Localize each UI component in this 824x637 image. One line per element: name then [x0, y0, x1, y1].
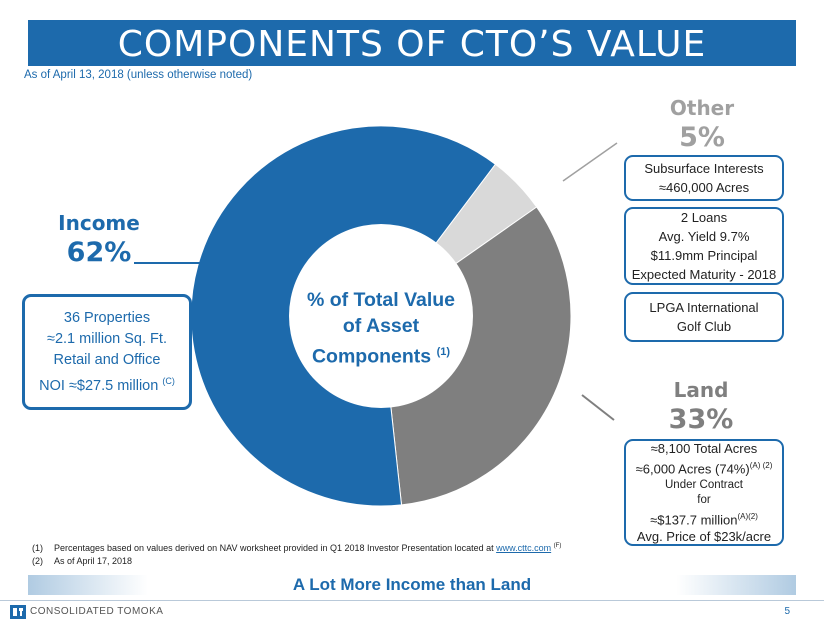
footnote-number: (2) — [32, 556, 43, 566]
land-leader-line — [581, 394, 615, 421]
income-detail: Retail and Office — [53, 351, 161, 368]
footer-divider — [0, 600, 824, 601]
loans-box: 2 Loans Avg. Yield 9.7% $11.9mm Principa… — [624, 207, 784, 285]
income-detail: ≈2.1 million Sq. Ft. — [47, 330, 167, 347]
land-line: Avg. Price of $23k/acre — [636, 528, 772, 544]
other-box-line: Subsurface Interests — [644, 161, 764, 176]
income-heading: Income 62% — [56, 211, 142, 268]
land-line-note: (A)(2) — [737, 511, 758, 521]
as-of-date: As of April 13, 2018 (unless otherwise n… — [24, 69, 253, 81]
page-number: 5 — [784, 606, 790, 617]
income-percent: 62% — [66, 237, 132, 268]
other-box-line: Expected Maturity - 2018 — [631, 267, 777, 282]
income-detail: 36 Properties — [63, 309, 151, 326]
footnote-note: (F) — [553, 543, 562, 549]
other-leader-line — [562, 142, 618, 182]
land-line: ≈8,100 Total Acres — [650, 441, 758, 457]
other-heading: Other 5% — [660, 96, 744, 153]
other-box-line: LPGA International — [649, 300, 759, 315]
other-box-line: 2 Loans — [680, 210, 728, 225]
other-box-line: Golf Club — [676, 319, 732, 334]
other-name: Other — [669, 96, 735, 120]
golf-club-box: LPGA International Golf Club — [624, 292, 784, 342]
land-heading: Land 33% — [658, 378, 744, 435]
tagline: A Lot More Income than Land — [292, 575, 532, 594]
income-detail-note: (C) — [162, 375, 175, 386]
income-detail: NOI ≈$27.5 million — [39, 377, 159, 394]
donut-slice-land — [380, 206, 572, 506]
tagline-band-right — [676, 575, 796, 595]
land-line: ≈6,000 Acres (74%) — [635, 461, 750, 477]
donut-hole — [289, 224, 473, 408]
footnote-number: (1) — [32, 543, 43, 553]
website-link[interactable]: www.cttc.com — [496, 543, 552, 553]
center-label-line-2: of Asset — [342, 315, 420, 337]
subsurface-interests-box: Subsurface Interests ≈460,000 Acres — [624, 155, 784, 201]
center-label-note: (1) — [436, 346, 451, 358]
land-line: ≈$137.7 million — [650, 511, 738, 527]
center-label-line-3: Components — [311, 345, 432, 368]
company-name: CONSOLIDATED TOMOKA — [30, 606, 164, 617]
land-details-box: ≈8,100 Total Acres ≈6,000 Acres (74%)(A)… — [624, 439, 784, 546]
land-line: for — [697, 493, 711, 506]
land-percent: 33% — [668, 404, 734, 435]
income-details-box: 36 Properties ≈2.1 million Sq. Ft. Retai… — [22, 294, 192, 410]
land-line: Under Contract — [665, 478, 743, 491]
title-bar: COMPONENTS OF CTO’S VALUE — [28, 20, 796, 66]
footnote-2: (2) As of April 17, 2018 — [32, 555, 561, 568]
page-title: COMPONENTS OF CTO’S VALUE — [117, 24, 707, 65]
footnote-1: (1) Percentages based on values derived o… — [32, 540, 561, 555]
footnote-text: As of April 17, 2018 — [54, 556, 133, 566]
income-name: Income — [58, 211, 140, 235]
other-box-line: Avg. Yield 9.7% — [658, 229, 750, 244]
land-name: Land — [673, 378, 729, 402]
tagline-band-left — [28, 575, 148, 595]
center-label-line-1: % of Total Value — [306, 289, 456, 311]
other-box-line: ≈460,000 Acres — [658, 180, 750, 195]
chart-center-label: % of Total Value of Asset Components (1) — [290, 287, 472, 370]
footnote-text: Percentages based on values derived on N… — [54, 543, 494, 553]
company-logo-icon — [10, 605, 26, 619]
other-box-line: $11.9mm Principal — [650, 248, 758, 263]
footnotes: (1) Percentages based on values derived o… — [32, 540, 561, 568]
other-percent: 5% — [679, 122, 725, 153]
land-line-note: (A) (2) — [749, 461, 773, 471]
